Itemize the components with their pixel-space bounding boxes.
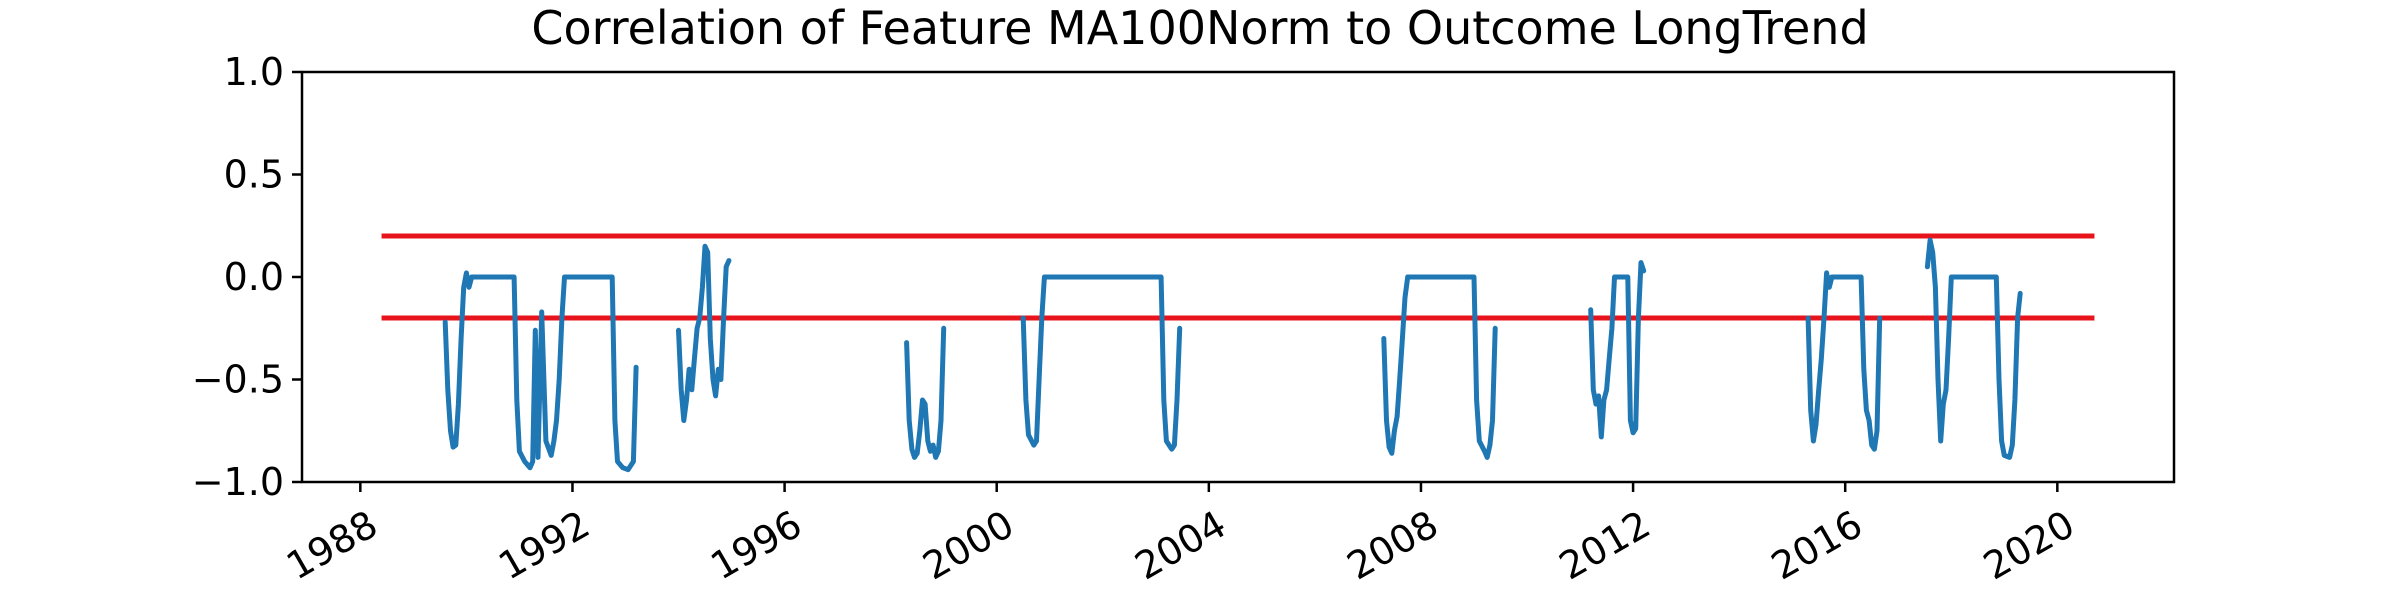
series-segment-0-7 <box>1924 237 2023 460</box>
series-segment-0-2 <box>904 325 947 460</box>
x-tick-label: 1996 <box>703 502 809 588</box>
y-tick-label: 0.5 <box>224 153 284 197</box>
series-segment-0-1 <box>676 243 732 423</box>
x-tick-label: 1988 <box>279 502 385 588</box>
series-segment-0-0 <box>442 270 639 473</box>
series-segment-0-4 <box>1381 274 1498 460</box>
y-tick-label: −1.0 <box>192 460 284 504</box>
x-tick-label: 2004 <box>1128 502 1234 588</box>
plot-area <box>381 233 2095 473</box>
x-tick-label: 2012 <box>1552 502 1658 588</box>
x-tick-label: 2020 <box>1976 502 2082 588</box>
y-tick-label: 0.0 <box>224 255 284 299</box>
series-segment-0-6 <box>1805 270 1883 452</box>
x-tick-label: 2016 <box>1764 502 1870 588</box>
y-tick-label: 1.0 <box>224 50 284 94</box>
series-segment-0-3 <box>1020 274 1183 452</box>
axes-frame <box>300 70 2176 484</box>
x-axis: 1988 1992 1996 2000 2004 2008 2012 2016 2020 <box>279 482 2082 588</box>
y-tick-label: −0.5 <box>192 358 284 402</box>
x-tick-label: 2008 <box>1340 502 1446 588</box>
x-tick-label: 1992 <box>491 502 597 588</box>
series-segment-0-5 <box>1588 260 1647 440</box>
y-axis: 1.0 0.5 0.0 −0.5 −1.0 <box>192 50 302 504</box>
x-tick-label: 2000 <box>915 502 1021 588</box>
chart-title: Correlation of Feature MA100Norm to Outc… <box>531 1 1868 55</box>
